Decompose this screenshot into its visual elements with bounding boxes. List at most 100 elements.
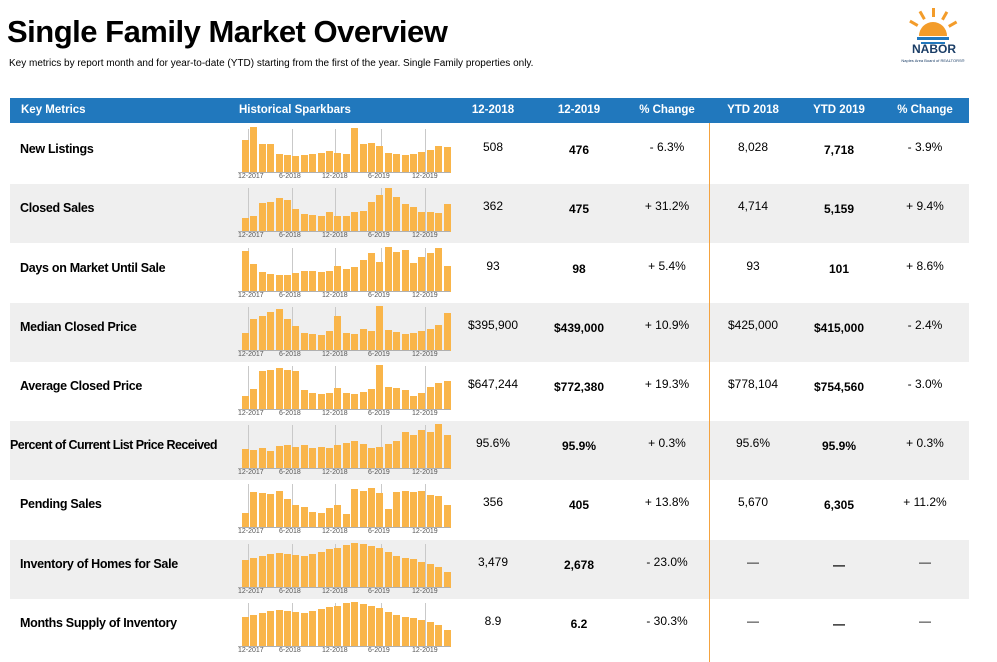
value-ytd-2018: 8,028 <box>737 140 769 154</box>
sparkbar <box>368 389 375 410</box>
sparkbar <box>326 212 333 232</box>
sparkbar <box>309 215 317 232</box>
value-12-2018: $395,900 <box>467 318 519 332</box>
value-12-2019: 2,678 <box>563 558 595 572</box>
sparkbar <box>443 630 451 647</box>
sparkbar-baseline <box>238 468 450 469</box>
metric-label: New Listings <box>20 142 94 156</box>
sparkbar-baseline <box>238 646 450 647</box>
table-row: New Listings 12-2017 6-2018 12-2018 6-2019 12… <box>10 125 969 184</box>
sparkbar-axis-label: 6-2019 <box>368 588 390 595</box>
sparkbar <box>418 562 426 588</box>
sparkbar-plot <box>238 362 451 410</box>
sparkbar-axis-label: 12-2019 <box>412 410 438 417</box>
sparkbar <box>342 269 350 292</box>
sparkbar <box>418 212 426 232</box>
sparkbar <box>300 556 308 588</box>
sparkbar <box>292 209 300 232</box>
sparkbar <box>376 493 384 528</box>
sparkbar <box>250 492 258 528</box>
value-12-2018: 362 <box>482 199 504 213</box>
value-ytd-2018: 93 <box>746 259 760 273</box>
value-ytd-2018: 4,714 <box>737 199 769 213</box>
sparkbar <box>292 505 300 528</box>
sparkbar <box>275 198 283 232</box>
sparkbar <box>342 545 350 588</box>
sparkbar <box>443 572 451 588</box>
value-12-2019: 475 <box>568 202 590 216</box>
value-pct-change: + 31.2% <box>644 199 690 213</box>
value-pct-change: + 19.3% <box>644 377 690 391</box>
sparkbar-axis-label: 6-2019 <box>368 351 390 358</box>
sparkbar-axis-label: 6-2019 <box>368 232 390 239</box>
value-ytd-2019: 101 <box>828 262 850 276</box>
sparkbar <box>284 554 291 588</box>
sparkbar <box>384 612 392 647</box>
sparkbar <box>426 329 434 351</box>
sparkbar-baseline <box>238 409 450 410</box>
sparkbar-axis-label: 12-2018 <box>322 469 348 476</box>
sparkbar-axis-label: 12-2019 <box>412 292 438 299</box>
sparkbar-gridline <box>248 425 249 469</box>
table-row: Inventory of Homes for Sale 12-2017 6-2018… <box>10 540 969 599</box>
sparkbar <box>334 606 342 647</box>
sparkbar <box>284 445 291 469</box>
sparkbar-baseline <box>238 231 450 232</box>
sparkbar <box>443 266 451 292</box>
sparkbar-axis-label: 12-2019 <box>412 469 438 476</box>
value-12-2018: 95.6% <box>475 436 511 450</box>
sparkbar <box>393 388 401 410</box>
value-pct-change: - 6.3% <box>649 140 685 154</box>
sparkbar <box>443 204 451 232</box>
sparkbar <box>351 543 359 588</box>
sparkbar <box>309 512 317 528</box>
sparkbar <box>368 448 375 469</box>
sparkbar <box>258 493 266 528</box>
sparkbar <box>267 611 275 647</box>
sparkbar-chart: 12-2017 6-2018 12-2018 6-2019 12-2019 <box>238 421 451 480</box>
sparkbar-plot <box>238 303 451 351</box>
sparkbar <box>351 441 359 469</box>
sparkbar <box>300 271 308 292</box>
sparkbar-axis-label: 6-2018 <box>279 351 301 358</box>
sparkbar <box>359 604 367 647</box>
sparkbar <box>426 253 434 292</box>
sparkbar-gridline <box>292 129 293 173</box>
sparkbar <box>410 333 417 351</box>
value-12-2018: 93 <box>486 259 500 273</box>
sparkbar <box>258 613 266 647</box>
sparkbar <box>292 273 300 292</box>
sparkbar <box>326 393 333 410</box>
sparkbar <box>435 146 443 173</box>
sparkbar-axis-label: 6-2018 <box>279 647 301 654</box>
sparkbar <box>401 558 409 588</box>
sparkbar <box>292 447 300 469</box>
sparkbar <box>443 147 451 173</box>
sparkbar <box>258 203 266 232</box>
sparkbar <box>376 365 384 410</box>
sparkbar <box>359 444 367 469</box>
value-pct-change: - 30.3% <box>646 614 688 628</box>
sparkbar <box>242 449 249 469</box>
sparkbar <box>267 312 275 351</box>
sparkbar <box>368 488 375 528</box>
sparkbar <box>267 451 275 469</box>
sparkbar-axis-label: 6-2018 <box>279 410 301 417</box>
sparkbar-gridline <box>425 484 426 528</box>
sparkbar-axis-label: 12-2018 <box>322 528 348 535</box>
sparkbar <box>410 559 417 588</box>
sparkbar <box>309 393 317 410</box>
sparkbar <box>435 424 443 469</box>
value-pct-change: - 23.0% <box>646 555 688 569</box>
sparkbar <box>267 370 275 410</box>
sparkbar <box>275 610 283 647</box>
sparkbar <box>426 495 434 528</box>
sparkbar <box>410 618 417 647</box>
sparkbar-chart: 12-2017 6-2018 12-2018 6-2019 12-2019 <box>238 244 451 303</box>
sparkbar <box>401 250 409 292</box>
sparkbar <box>326 271 333 292</box>
sparkbar <box>384 188 392 232</box>
logo-name: NABOR <box>912 42 956 56</box>
sparkbar-axis-label: 6-2019 <box>368 647 390 654</box>
sparkbar <box>351 267 359 292</box>
